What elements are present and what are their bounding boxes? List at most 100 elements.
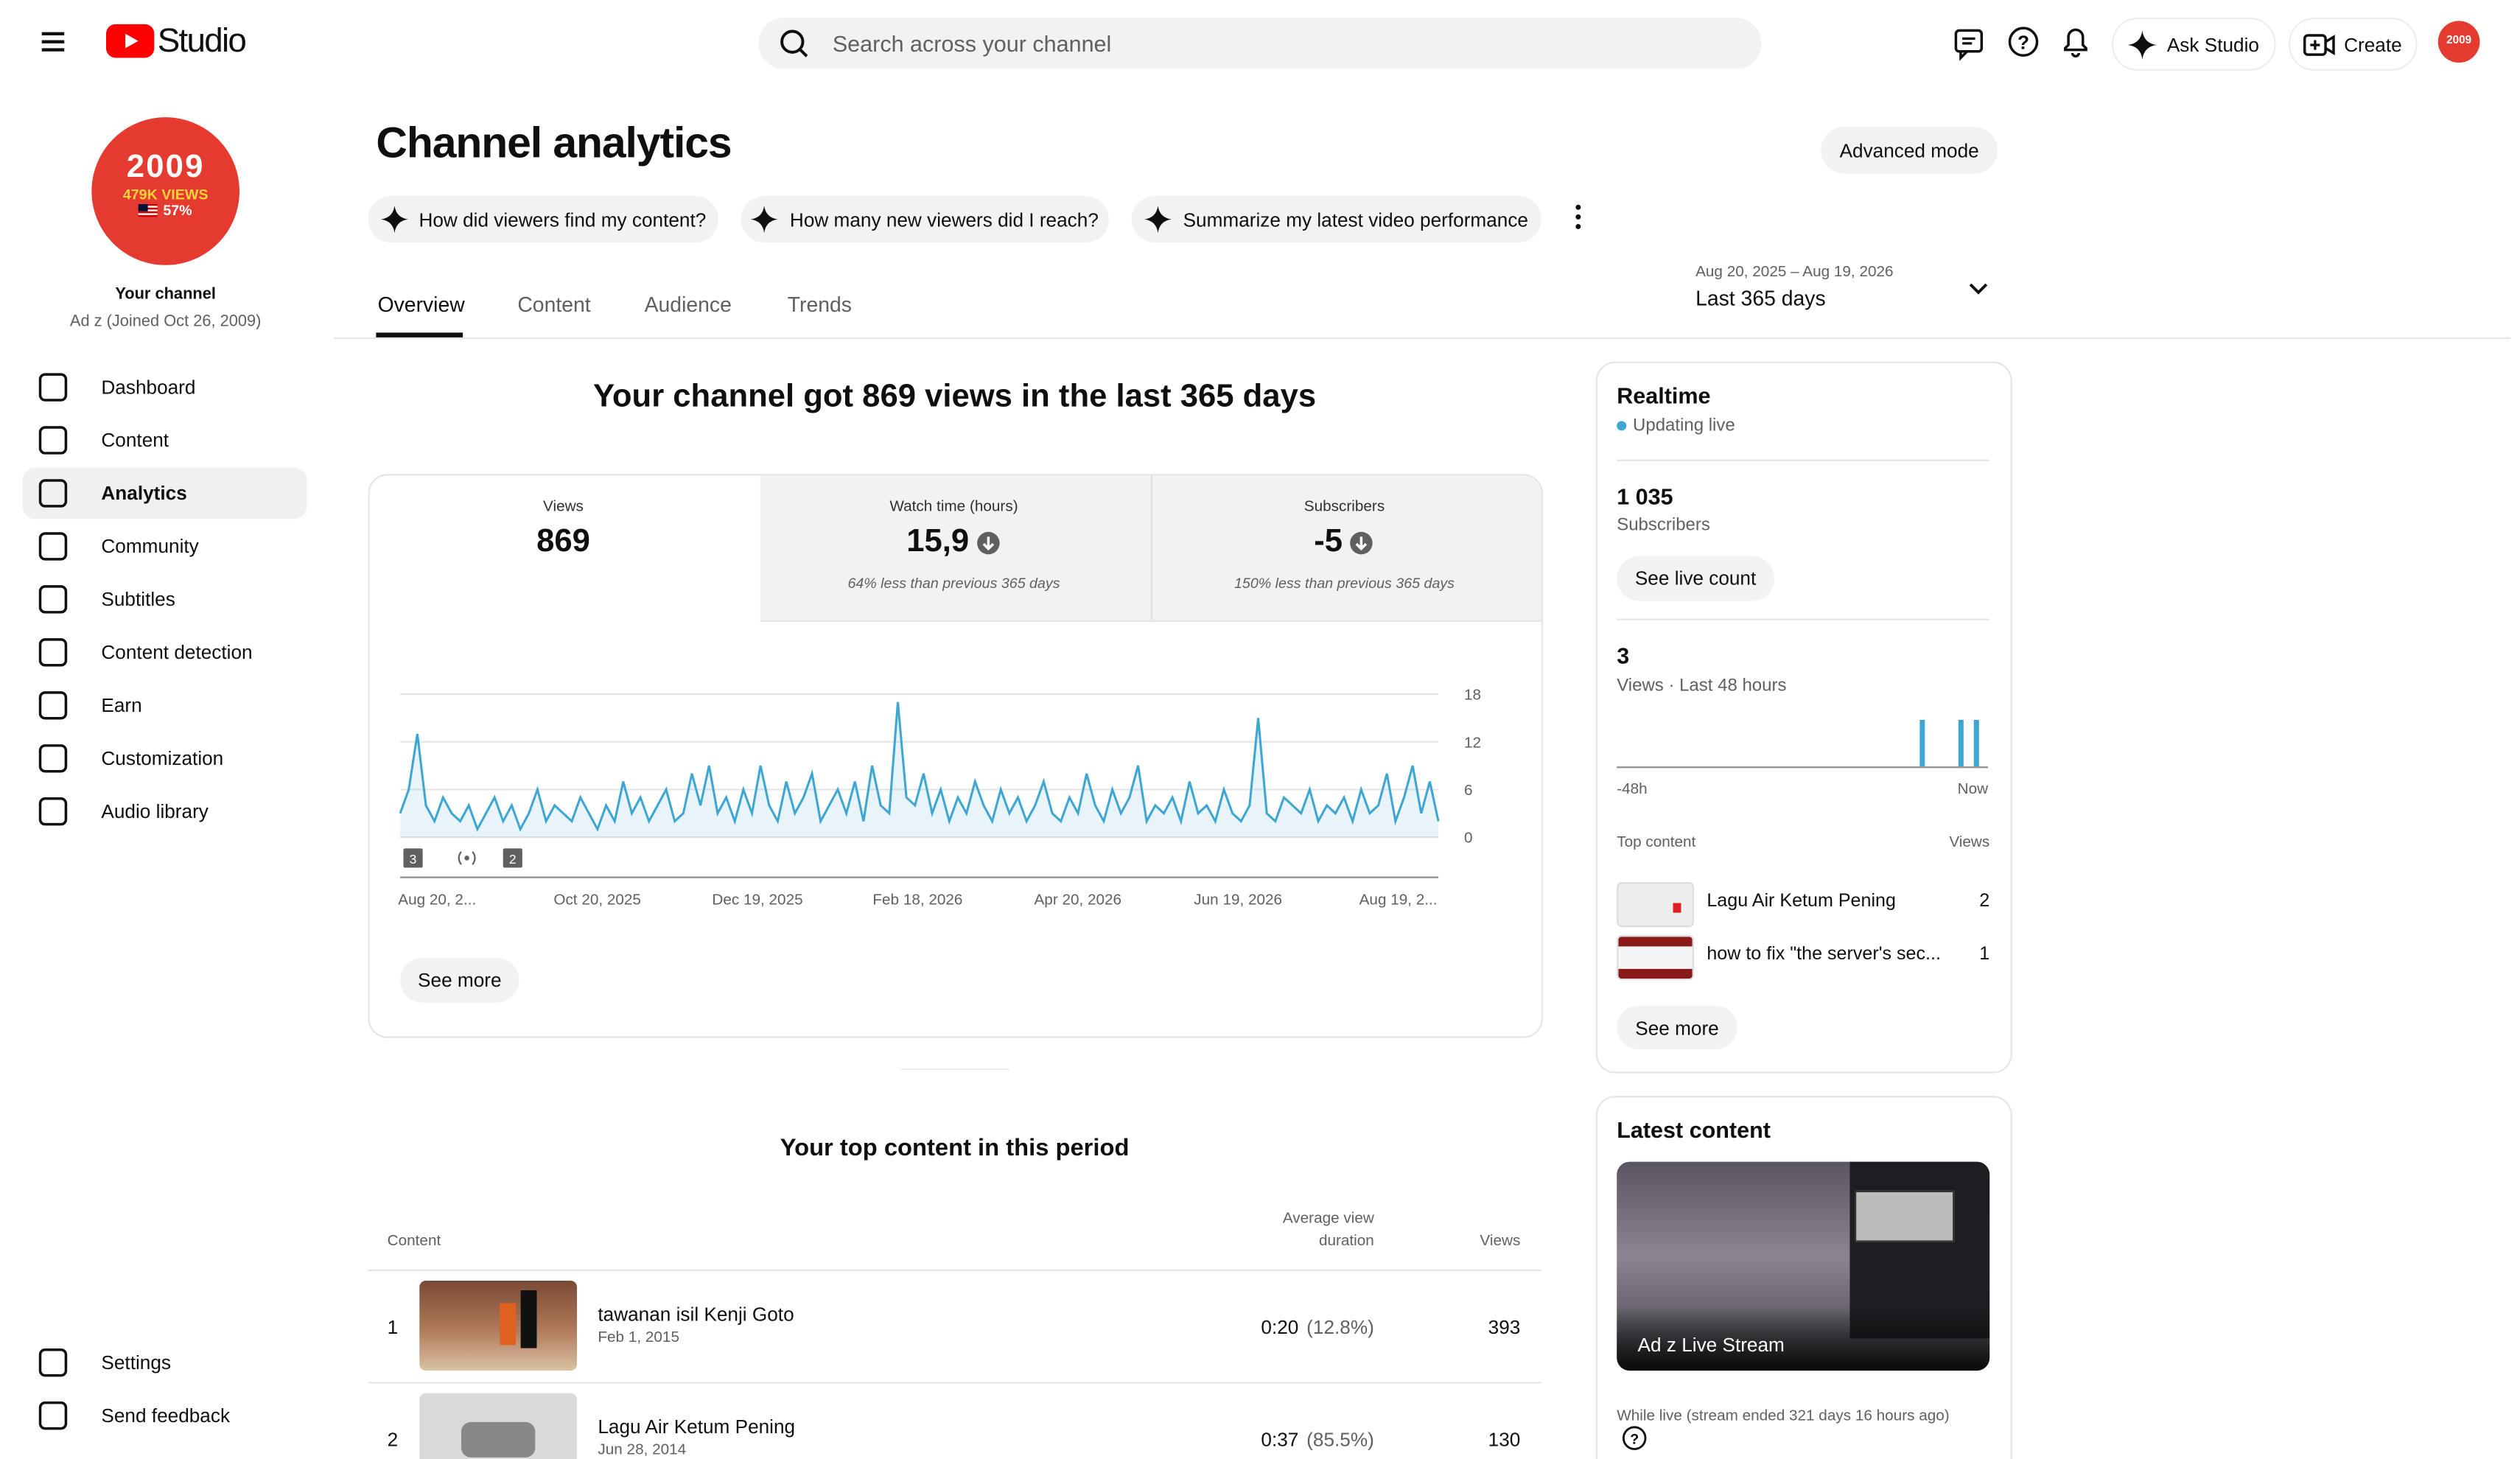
help-icon[interactable]: ? (2007, 26, 2043, 61)
metric-note: 64% less than previous 365 days (847, 575, 1060, 592)
icon-shape (38, 479, 68, 508)
metric-label[interactable]: Views (543, 497, 584, 516)
see-more-button[interactable]: See more (1617, 1006, 1737, 1049)
logo-text[interactable]: Studio (157, 22, 247, 60)
metric-value[interactable]: 15,9 (758, 524, 1149, 561)
nav-item[interactable]: Content (101, 429, 169, 452)
ask-studio-button[interactable]: Ask Studio (2111, 17, 2276, 71)
see-live-count-button[interactable]: See live count (1617, 556, 1774, 601)
nav-item[interactable]: Customization (101, 746, 224, 770)
x-tick-label: Feb 18, 2026 (872, 892, 962, 909)
nav-icon (38, 373, 68, 402)
tab[interactable]: Overview (377, 292, 465, 317)
item-thumbnail[interactable] (1617, 882, 1694, 928)
create-button[interactable]: Create (2288, 17, 2418, 71)
more-button[interactable] (1569, 203, 1588, 231)
metric-value[interactable]: 869 (368, 524, 758, 561)
date-range: Aug 20, 2025 – Aug 19, 2026 (1695, 263, 1894, 281)
create-icon (2304, 33, 2336, 55)
menu-button[interactable] (38, 29, 71, 55)
nav-item[interactable]: Analytics (101, 482, 187, 505)
metrics-card (368, 474, 1543, 1038)
nav-item[interactable]: Content detection (101, 641, 253, 664)
item-title[interactable]: how to fix "the server's sec... (1707, 945, 1941, 965)
x-tick-label: Dec 19, 2025 (712, 892, 802, 909)
y-tick-label: 12 (1464, 734, 1481, 751)
nav-item[interactable]: Audio library (101, 800, 209, 823)
advanced-mode-button[interactable]: Advanced mode (1821, 127, 1998, 174)
live-icon-dot (464, 856, 469, 861)
icon-shape (38, 1348, 68, 1377)
prompt-text: How many new viewers did I reach? (789, 208, 1099, 231)
live-dot (1617, 421, 1627, 431)
icon-shape (38, 1401, 68, 1430)
nav-icon (38, 797, 68, 826)
sparkle-icon (2128, 29, 2157, 59)
info-icon[interactable]: ? (1622, 1425, 1649, 1452)
table-header: Content (387, 1232, 441, 1250)
nav-item[interactable]: Earn (101, 694, 142, 717)
thumb-mark (1673, 903, 1681, 913)
views-area (400, 701, 1439, 838)
video-title[interactable]: tawanan isil Kenji Goto (598, 1303, 794, 1326)
video-title[interactable]: Lagu Air Ketum Pening (598, 1416, 796, 1438)
search-box[interactable]: Search across your channel (758, 17, 1762, 69)
item-thumbnail[interactable] (1617, 935, 1694, 981)
tab[interactable]: Audience (644, 292, 732, 317)
channel-name[interactable]: Your channel (115, 286, 216, 304)
metric-value[interactable]: -5 (1149, 524, 1540, 561)
period-dropdown[interactable] (1967, 281, 1990, 298)
avg-duration: 0:37 (1261, 1428, 1299, 1452)
section-divider (900, 1068, 1009, 1071)
metric-tiles-bg (760, 475, 1541, 622)
nav-item[interactable]: Dashboard (101, 376, 196, 399)
metric-label[interactable]: Watch time (hours) (889, 497, 1018, 516)
icon-shape (38, 797, 68, 826)
prompt-chip[interactable]: Summarize my latest video performance (1131, 196, 1541, 243)
nav-item[interactable]: Subtitles (101, 588, 175, 611)
icon-shape (38, 426, 68, 455)
notifications-icon[interactable] (2059, 24, 2094, 60)
prompt-chip[interactable]: How did viewers find my content? (368, 196, 718, 243)
tab[interactable]: Content (517, 292, 591, 317)
metric-label[interactable]: Subscribers (1303, 497, 1385, 516)
overview-headline: Your channel got 869 views in the last 3… (593, 379, 1317, 415)
feedback-icon[interactable] (1953, 26, 1988, 61)
table-header: Average view duration (1282, 1210, 1374, 1250)
row-divider (368, 1382, 1541, 1384)
svg-text:?: ? (2017, 32, 2029, 54)
table-header: Views (1480, 1232, 1521, 1250)
thumb-shade (1617, 1306, 1990, 1371)
y-tick-label: 18 (1464, 687, 1481, 704)
row-divider (368, 1269, 1541, 1271)
nav-icon (38, 479, 68, 508)
account-avatar[interactable]: 2009 (2437, 21, 2480, 63)
nav-icon (38, 585, 68, 614)
tab-underline (376, 332, 463, 337)
tab[interactable]: Trends (787, 292, 852, 317)
x-tick-label: Apr 20, 2026 (1035, 892, 1122, 909)
logo-icon[interactable] (105, 24, 155, 60)
channel-avatar[interactable]: 2009 479K VIEWS 57% (91, 117, 239, 265)
subscriber-count: 1 035 (1617, 483, 1673, 510)
nav-item[interactable]: Settings (101, 1351, 171, 1374)
divider (1617, 459, 1990, 461)
top-content-label: Top content (1617, 833, 1696, 852)
see-more-button[interactable]: See more (400, 957, 519, 1003)
nav-item[interactable]: Community (101, 535, 199, 558)
search-icon (780, 29, 808, 57)
period[interactable]: Last 365 days (1695, 286, 1826, 310)
item-title[interactable]: Lagu Air Ketum Pening (1707, 892, 1896, 912)
views: 393 (1488, 1315, 1521, 1339)
icon-shape (38, 638, 68, 667)
icon-shape (38, 691, 68, 720)
avg-percent: (12.8%) (1306, 1315, 1374, 1339)
video-thumbnail[interactable] (419, 1280, 578, 1371)
x-label: -48h (1617, 780, 1647, 797)
latest-thumbnail[interactable]: Ad z Live Stream (1617, 1161, 1990, 1371)
prompt-chip[interactable]: How many new viewers did I reach? (741, 196, 1109, 243)
y-tick-label: 6 (1464, 782, 1473, 799)
create-label: Create (2344, 32, 2402, 56)
nav-item[interactable]: Send feedback (101, 1404, 231, 1427)
video-thumbnail[interactable] (419, 1393, 578, 1459)
